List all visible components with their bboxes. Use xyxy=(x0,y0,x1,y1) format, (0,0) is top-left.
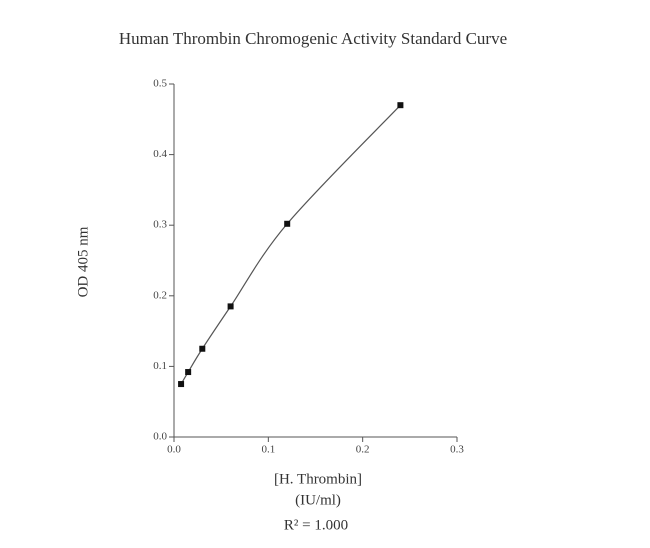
data-point xyxy=(178,381,185,388)
y-tick-label: 0.5 xyxy=(153,78,167,90)
data-point xyxy=(284,220,291,227)
y-tick-label: 0.4 xyxy=(153,148,167,160)
data-point xyxy=(227,303,234,310)
x-axis-label: [H. Thrombin] xyxy=(274,471,362,487)
y-tick-label: 0.0 xyxy=(153,431,167,443)
x-tick-label: 0.2 xyxy=(356,444,370,456)
chart-title: Human Thrombin Chromogenic Activity Stan… xyxy=(119,29,507,48)
y-tick-label: 0.3 xyxy=(153,219,167,231)
x-axis-unit: (IU/ml) xyxy=(295,492,341,508)
y-tick-label: 0.2 xyxy=(153,289,167,301)
data-point xyxy=(185,369,192,376)
y-tick-label: 0.1 xyxy=(153,360,167,372)
x-tick-label: 0.3 xyxy=(450,444,464,456)
data-point xyxy=(397,102,404,109)
x-tick-label: 0.1 xyxy=(261,444,275,456)
fit-curve xyxy=(180,104,401,385)
x-tick-label: 0.0 xyxy=(167,444,181,456)
y-axis-label: OD 405 nm xyxy=(75,226,91,297)
annotation: R² = 1.000 xyxy=(284,517,348,533)
data-point xyxy=(199,345,206,352)
